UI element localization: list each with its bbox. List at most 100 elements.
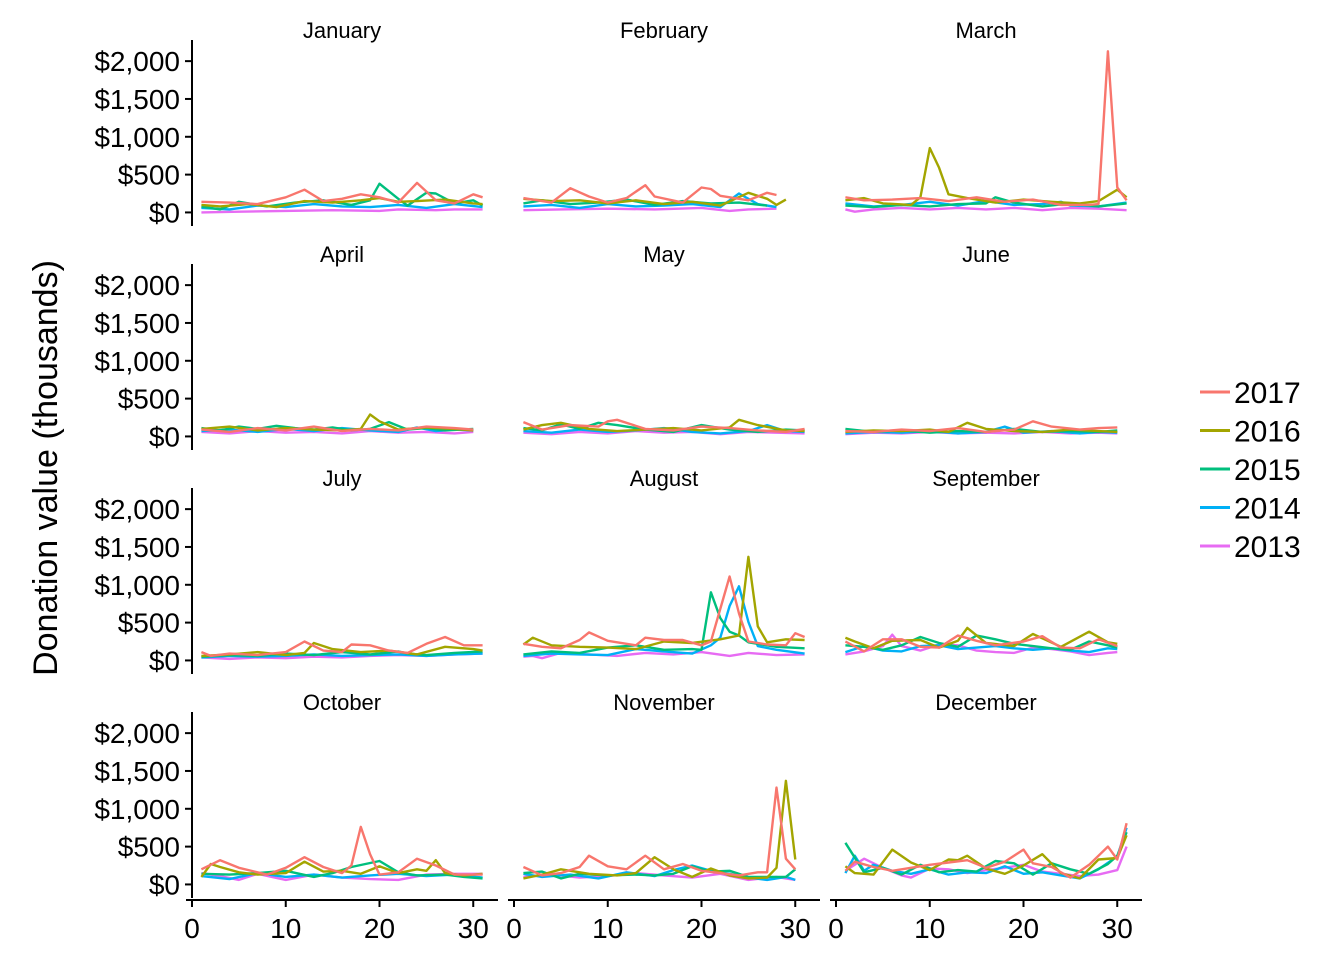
series-line-december-2017: [844, 822, 1128, 879]
series-line-december-2015: [844, 831, 1128, 876]
series-line-march-2017: [845, 50, 1128, 207]
y-tick-label: $500: [118, 832, 180, 863]
series-line-june-2017: [845, 420, 1118, 434]
x-tick-label: 20: [686, 913, 717, 944]
series-line-october-2017: [200, 825, 483, 876]
panel-september: September: [844, 466, 1118, 657]
y-tick-label: $2,000: [94, 494, 180, 525]
panel-title-december: December: [935, 690, 1036, 715]
legend-label: 2016: [1234, 416, 1301, 449]
y-tick-label: $1,000: [94, 122, 180, 153]
series-line-february-2013: [523, 206, 777, 213]
series-line-august-2013: [523, 650, 805, 660]
series-line-september-2016: [844, 626, 1118, 650]
legend-item-2013: 2013: [1200, 531, 1301, 564]
panels-layer: January $0 $500 $1,000 $1,500 $2,000 February M…: [94, 18, 1142, 944]
y-tick-label: $1,000: [94, 794, 180, 825]
series-line-february-2017: [523, 183, 777, 204]
panel-january: January $0 $500 $1,000 $1,500 $2,000: [94, 18, 484, 228]
x-tick-label: 10: [270, 913, 301, 944]
panel-november: November 0 10 20 30: [506, 690, 820, 944]
y-tick-label: $1,500: [94, 756, 180, 787]
legend-label: 2013: [1234, 531, 1301, 564]
panel-december: December 0 10 20 30: [828, 690, 1142, 944]
y-tick-label: $500: [118, 160, 180, 191]
series-line-august-2014: [523, 585, 805, 658]
x-tick-label: 30: [458, 913, 489, 944]
panel-title-january: January: [303, 18, 381, 43]
y-tick-label: $500: [118, 608, 180, 639]
y-tick-label: $2,000: [94, 718, 180, 749]
series-line-january-2017: [201, 181, 483, 206]
x-tick-label: 20: [1008, 913, 1039, 944]
y-tick-label: $2,000: [94, 46, 180, 77]
series-line-august-2015: [523, 591, 805, 656]
y-tick-label: $1,500: [94, 84, 180, 115]
series-line-january-2013: [201, 208, 483, 214]
y-tick-label: $1,500: [94, 308, 180, 339]
y-tick-label: $0: [149, 645, 180, 676]
y-tick-label: $500: [118, 384, 180, 415]
panel-title-june: June: [962, 242, 1010, 267]
panel-title-september: September: [932, 466, 1040, 491]
y-tick-label: $1,000: [94, 570, 180, 601]
series-line-july-2017: [200, 635, 483, 658]
series-line-november-2016: [523, 779, 797, 880]
series-line-august-2016: [522, 555, 805, 651]
series-line-september-2015: [845, 634, 1118, 651]
y-tick-label: $0: [149, 421, 180, 452]
panel-july: July $0 $500 $1,000 $1,500 $2,000: [94, 466, 483, 676]
legend-item-2015: 2015: [1200, 454, 1301, 487]
panel-february: February: [523, 18, 787, 213]
panel-title-august: August: [630, 466, 699, 491]
panel-title-november: November: [613, 690, 714, 715]
panel-april: April $0 $500 $1,000 $1,500 $2,000: [94, 242, 474, 452]
legend-item-2014: 2014: [1200, 493, 1301, 526]
x-tick-label: 0: [828, 913, 844, 944]
series-line-august-2017: [523, 575, 806, 650]
series-line-september-2017: [844, 634, 1118, 653]
x-tick-label: 0: [184, 913, 200, 944]
x-tick-label: 10: [914, 913, 945, 944]
y-tick-label: $0: [149, 197, 180, 228]
y-tick-label: $0: [149, 869, 180, 900]
series-line-march-2013: [845, 206, 1127, 213]
panel-title-march: March: [955, 18, 1016, 43]
panel-august: August: [522, 466, 806, 660]
legend-label: 2017: [1234, 377, 1301, 410]
panel-march: March: [845, 18, 1128, 213]
panel-title-may: May: [643, 242, 685, 267]
x-tick-label: 30: [780, 913, 811, 944]
panel-title-february: February: [620, 18, 708, 43]
series-line-february-2016: [523, 191, 787, 207]
series-line-november-2017: [522, 786, 797, 877]
x-tick-label: 0: [506, 913, 522, 944]
x-tick-label: 10: [592, 913, 623, 944]
series-line-january-2014: [201, 202, 483, 211]
x-tick-label: 20: [364, 913, 395, 944]
series-line-may-2016: [523, 418, 805, 433]
series-line-february-2014: [523, 192, 777, 210]
series-line-december-2016: [844, 834, 1128, 880]
panel-title-july: July: [322, 466, 361, 491]
panel-may: May: [522, 242, 805, 436]
x-tick-label: 30: [1102, 913, 1133, 944]
panel-june: June: [845, 242, 1118, 436]
y-tick-label: $1,000: [94, 346, 180, 377]
series-line-april-2017: [201, 425, 474, 434]
series-line-may-2017: [522, 418, 805, 434]
legend-label: 2015: [1234, 454, 1301, 487]
series-line-october-2016: [200, 859, 483, 878]
panel-title-april: April: [320, 242, 364, 267]
legend-label: 2014: [1234, 493, 1301, 526]
legend: 2017 2016 2015 2014 2013: [1200, 377, 1301, 564]
y-tick-label: $1,500: [94, 532, 180, 563]
series-line-march-2016: [845, 146, 1128, 207]
legend-item-2017: 2017: [1200, 377, 1301, 410]
legend-item-2016: 2016: [1200, 416, 1301, 449]
y-axis-title: Donation value (thousands): [27, 260, 65, 676]
y-tick-label: $2,000: [94, 270, 180, 301]
series-line-september-2014: [845, 644, 1118, 654]
